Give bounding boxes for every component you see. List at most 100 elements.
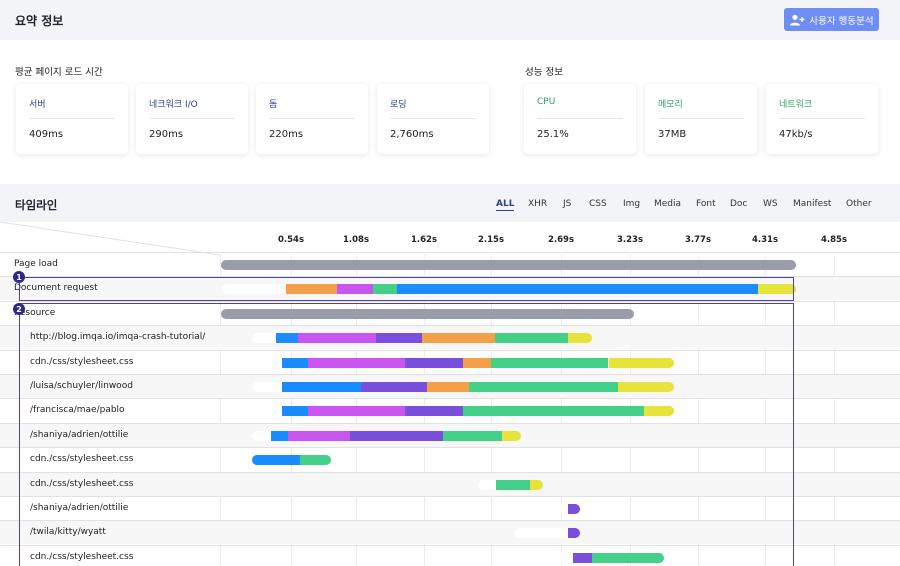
timing-bar[interactable] xyxy=(252,455,332,466)
timing-bar[interactable] xyxy=(221,308,634,319)
timing-segment-yellow xyxy=(644,406,675,417)
filter-ws[interactable]: WS xyxy=(763,199,778,209)
filter-font[interactable]: Font xyxy=(696,199,716,209)
timeline-row[interactable]: Document request xyxy=(0,276,900,301)
card-value: 290ms xyxy=(149,129,184,140)
timeline-row[interactable]: /twila/kitty/wyatt xyxy=(0,520,900,545)
filter-img[interactable]: Img xyxy=(623,199,641,209)
timing-segment-wait xyxy=(514,528,568,539)
timing-segment-purple xyxy=(376,333,422,344)
timeline-row[interactable]: cdn./css/stylesheet.css xyxy=(0,349,900,374)
filter-xhr[interactable]: XHR xyxy=(528,199,548,209)
timing-segment-wait xyxy=(252,333,276,344)
timeline-row[interactable]: /luisa/schuyler/linwood xyxy=(0,374,900,398)
summary-header: 요약 정보 사용자 행동분석 xyxy=(0,0,900,40)
filter-other[interactable]: Other xyxy=(846,199,872,209)
timing-bar[interactable] xyxy=(252,382,675,392)
timing-segment-blue xyxy=(396,284,758,295)
timing-segment-purple xyxy=(572,552,592,563)
timeline-row[interactable]: /shaniya/adrien/ottilie xyxy=(0,422,900,447)
card-divider xyxy=(779,118,865,119)
time-tick: 4.31s xyxy=(751,235,779,245)
timeline-row[interactable]: /shaniya/adrien/ottilie xyxy=(0,496,900,520)
timeline-row[interactable]: Resource xyxy=(0,300,900,325)
timing-segment-gray xyxy=(221,308,634,319)
timing-segment-gray xyxy=(221,260,797,270)
timing-segment-blue xyxy=(252,455,300,466)
timing-segment-wait xyxy=(252,430,272,441)
timing-segment-green xyxy=(491,357,609,368)
timing-bar[interactable] xyxy=(252,357,675,368)
timing-bar[interactable] xyxy=(252,333,592,344)
memory-card: 메모리 37MB xyxy=(645,84,757,154)
grid-line xyxy=(765,255,766,566)
card-value: 409ms xyxy=(29,129,64,140)
timing-segment-magenta xyxy=(308,357,406,368)
timing-bar[interactable] xyxy=(252,430,522,441)
row-label: http://blog.imqa.io/imqa-crash-tutorial/ xyxy=(30,332,206,343)
timing-segment-green xyxy=(468,382,619,392)
network-card: 네트워크 47kb/s xyxy=(766,84,878,154)
timing-segment-yellow xyxy=(502,430,522,441)
timing-segment-green xyxy=(496,479,530,490)
timing-segment-magenta xyxy=(337,284,373,295)
badge-2: 2 xyxy=(13,303,25,315)
timing-segment-wait xyxy=(252,382,282,392)
loading-card: 로딩 2,760ms xyxy=(377,84,489,154)
timing-segment-orange xyxy=(285,284,337,295)
card-divider xyxy=(269,118,355,119)
timeline-title: 타임라인 xyxy=(15,198,58,212)
filter-js[interactable]: JS xyxy=(563,199,572,209)
card-divider xyxy=(537,118,623,119)
resource-highlight xyxy=(19,303,794,566)
timing-segment-green xyxy=(462,406,645,417)
time-tick: 3.23s xyxy=(616,235,644,245)
timing-bar[interactable] xyxy=(252,406,675,417)
timing-segment-yellow xyxy=(529,479,543,490)
timing-segment-yellow xyxy=(758,284,797,295)
timeline-row[interactable]: Page load xyxy=(0,252,900,276)
document-request-highlight xyxy=(19,277,794,301)
filter-media[interactable]: Media xyxy=(654,199,682,209)
timing-segment-purple xyxy=(567,528,580,539)
time-tick: 2.69s xyxy=(547,235,575,245)
timing-bar[interactable] xyxy=(221,260,797,270)
dom-card: 돔 220ms xyxy=(256,84,368,154)
timeline-row[interactable]: http://blog.imqa.io/imqa-crash-tutorial/ xyxy=(0,325,900,350)
timing-segment-wait xyxy=(514,552,573,563)
timing-segment-green xyxy=(299,455,332,466)
server-card: 서버 409ms xyxy=(16,84,128,154)
time-tick: 1.62s xyxy=(410,235,438,245)
grid-line xyxy=(220,255,221,566)
time-tick: 2.15s xyxy=(477,235,505,245)
avg-page-load-label: 평균 페이지 로드 시간 xyxy=(15,67,103,78)
time-tick: 4.85s xyxy=(820,235,848,245)
timing-segment-orange xyxy=(426,382,469,392)
timing-segment-orange xyxy=(462,357,492,368)
timing-bar[interactable] xyxy=(514,528,580,539)
card-label: 메모리 xyxy=(658,100,683,110)
card-label: 서버 xyxy=(29,100,46,110)
timing-bar[interactable] xyxy=(478,479,543,490)
timing-segment-purple xyxy=(350,430,444,441)
filter-css[interactable]: CSS xyxy=(589,199,607,209)
timeline-row[interactable]: cdn./css/stylesheet.css xyxy=(0,471,900,496)
timing-segment-magenta xyxy=(287,430,351,441)
card-label: CPU xyxy=(537,97,556,107)
timing-segment-wait xyxy=(514,504,568,514)
timeline-row[interactable]: /francisca/mae/pablo xyxy=(0,398,900,422)
timing-bar[interactable] xyxy=(514,552,664,563)
timeline-row[interactable]: cdn./css/stylesheet.css xyxy=(0,544,900,566)
timing-segment-green xyxy=(591,552,664,563)
timing-bar[interactable] xyxy=(514,504,580,514)
user-behavior-analysis-button[interactable]: 사용자 행동분석 xyxy=(784,8,879,31)
filter-all[interactable]: ALL xyxy=(496,199,515,211)
timing-segment-magenta xyxy=(297,333,377,344)
filter-doc[interactable]: Doc xyxy=(730,199,748,209)
user-behavior-analysis-label: 사용자 행동분석 xyxy=(809,15,874,27)
timing-bar[interactable] xyxy=(221,284,797,295)
timeline-row[interactable]: cdn./css/stylesheet.css xyxy=(0,447,900,471)
row-label: Page load xyxy=(14,259,58,269)
cpu-card: CPU 25.1% xyxy=(524,84,636,154)
filter-manifest[interactable]: Manifest xyxy=(793,199,832,209)
